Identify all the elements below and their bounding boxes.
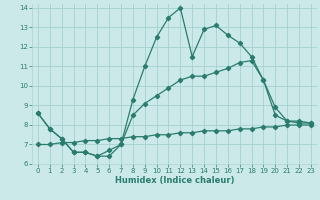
X-axis label: Humidex (Indice chaleur): Humidex (Indice chaleur) [115,176,234,185]
